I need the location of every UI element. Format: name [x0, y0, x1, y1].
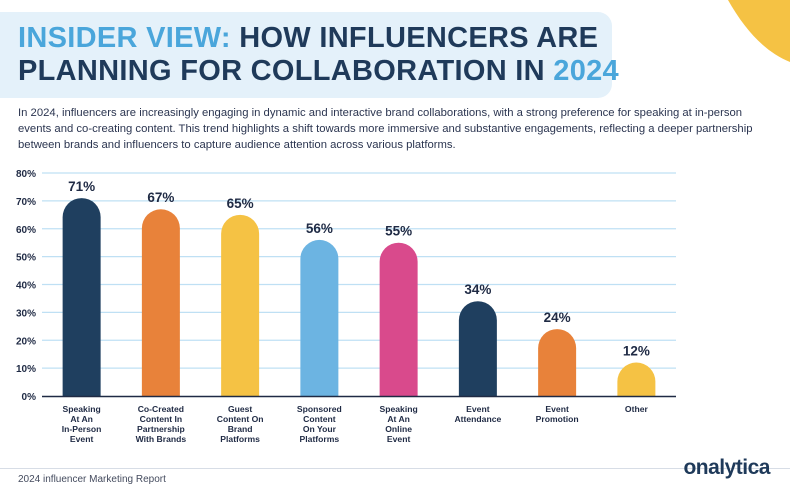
- bar-value-label: 34%: [464, 282, 491, 297]
- bar-value-label: 56%: [306, 221, 333, 236]
- bar-value-label: 65%: [227, 196, 254, 211]
- y-tick-label: 70%: [16, 197, 36, 208]
- x-tick-label: Speaking At An In-Person Event: [62, 404, 102, 444]
- bar-value-label: 55%: [385, 224, 412, 239]
- title-line1-rest: HOW INFLUENCERS ARE: [239, 22, 599, 54]
- x-tick-label: Co-Created Content In Partnership With Bran…: [136, 404, 187, 444]
- y-tick-label: 30%: [16, 308, 36, 319]
- intro-paragraph: In 2024, influencers are increasingly en…: [18, 107, 753, 151]
- y-tick-label: 60%: [16, 225, 36, 236]
- x-tick-label: Event Promotion: [536, 404, 579, 424]
- bar-1: [62, 198, 101, 396]
- x-tick-label: Guest Content On Brand Platforms: [217, 404, 264, 444]
- y-tick-label: 50%: [16, 253, 36, 264]
- bar-4: [300, 239, 339, 396]
- footer-report-name: 2024 influencer Marketing Report: [18, 474, 166, 485]
- bar-chart: 0% 10% 20% 30% 40% 50% 60% 70% 80% 71% Speaking At …: [16, 169, 676, 444]
- bar-7: [538, 329, 577, 396]
- y-tick-label: 80%: [16, 169, 36, 180]
- page-title-line-2: PLANNING FOR COLLABORATION IN 2024: [18, 55, 619, 87]
- decorative-corner-shape: [700, 0, 790, 80]
- bar-value-label: 24%: [544, 310, 571, 325]
- title-year: 2024: [553, 55, 619, 87]
- bar-8: [617, 362, 656, 396]
- bar-value-label: 67%: [147, 190, 174, 205]
- y-tick-label: 40%: [16, 281, 36, 292]
- title-banner: [0, 12, 612, 98]
- x-tick-label: Sponsored Content On Your Platforms: [297, 404, 342, 444]
- page-title-line-1: INSIDER VIEW: HOW INFLUENCERS ARE: [18, 22, 598, 54]
- bar-3: [221, 214, 260, 396]
- title-line2: PLANNING FOR COLLABORATION IN: [18, 55, 545, 87]
- y-tick-label: 10%: [16, 364, 36, 375]
- footer-divider: [0, 468, 790, 469]
- bar-value-label: 71%: [68, 179, 95, 194]
- x-tick-label: Event Attendance: [454, 404, 501, 424]
- bar-value-label: 12%: [623, 344, 650, 359]
- bar-2: [141, 209, 180, 396]
- bar-6: [458, 301, 497, 396]
- y-tick-label: 20%: [16, 336, 36, 347]
- x-tick-label: Other: [625, 404, 649, 414]
- title-accent: INSIDER VIEW:: [18, 22, 231, 54]
- x-tick-label: Speaking At An Online Event: [380, 404, 418, 444]
- onalytica-logo: onalytica: [683, 456, 770, 479]
- bar-5: [379, 242, 418, 396]
- y-tick-label: 0%: [22, 392, 37, 403]
